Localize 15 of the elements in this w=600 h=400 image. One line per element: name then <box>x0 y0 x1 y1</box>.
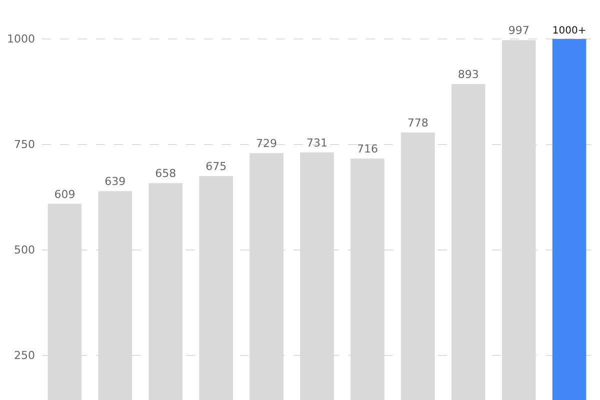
data-label: 729 <box>256 137 278 150</box>
data-label: 731 <box>306 136 328 150</box>
data-label: 1000+ <box>552 25 586 36</box>
data-label: 893 <box>458 68 479 81</box>
y-tick-label: 750 <box>14 138 35 152</box>
data-label: 997 <box>508 24 530 38</box>
data-label: 675 <box>206 160 227 173</box>
data-label: 716 <box>356 142 378 156</box>
y-tick-label: 250 <box>14 349 35 362</box>
data-label: 639 <box>104 175 126 188</box>
data-label: 658 <box>155 167 176 180</box>
y-tick-label: 1000 <box>7 32 35 46</box>
y-tick-label: 500 <box>14 244 35 257</box>
data-label: 609 <box>54 188 76 201</box>
data-label: 778 <box>407 116 428 130</box>
